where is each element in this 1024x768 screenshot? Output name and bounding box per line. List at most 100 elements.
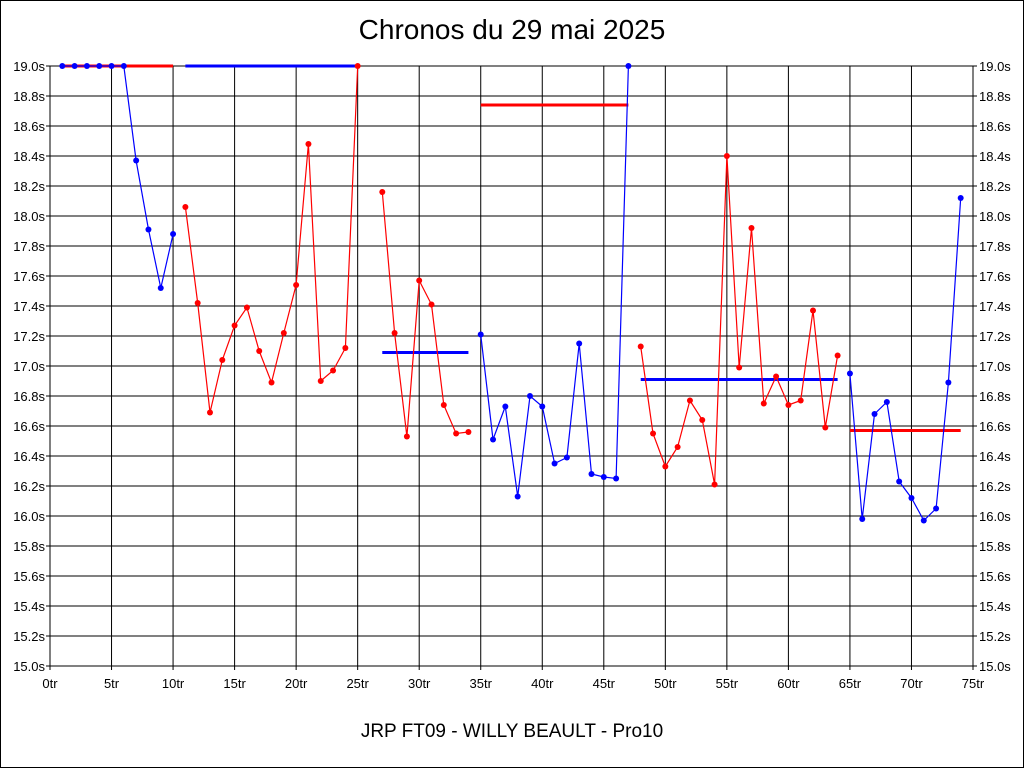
x-tick-label: 75tr — [962, 676, 985, 691]
y-tick-label-right: 17.8s — [979, 239, 1011, 254]
data-point — [650, 430, 657, 437]
data-point — [514, 493, 521, 500]
y-tick-label-right: 18.8s — [979, 89, 1011, 104]
x-tick-label: 70tr — [900, 676, 923, 691]
y-tick-label-right: 16.6s — [979, 419, 1011, 434]
data-point — [539, 403, 546, 410]
y-tick-label-right: 18.4s — [979, 149, 1011, 164]
y-tick-label-left: 17.6s — [13, 269, 45, 284]
x-tick-label: 10tr — [162, 676, 185, 691]
data-point — [748, 225, 755, 231]
y-tick-label-right: 17.0s — [979, 359, 1011, 374]
data-point — [822, 424, 829, 431]
y-tick-label-left: 15.2s — [13, 629, 45, 644]
data-point — [280, 330, 287, 336]
x-tick-label: 40tr — [531, 676, 554, 691]
y-tick-label-right: 16.0s — [979, 509, 1011, 524]
data-point — [945, 379, 952, 386]
y-tick-label-right: 16.4s — [979, 449, 1011, 464]
data-point — [723, 153, 730, 159]
data-point — [686, 397, 693, 404]
y-tick-label-right: 18.0s — [979, 209, 1011, 224]
data-point — [83, 63, 90, 69]
data-point — [182, 204, 189, 210]
x-tick-label: 45tr — [593, 676, 616, 691]
x-tick-label: 25tr — [346, 676, 369, 691]
y-tick-label-left: 15.6s — [13, 569, 45, 584]
y-tick-label-left: 15.0s — [13, 659, 45, 674]
y-tick-label-right: 17.2s — [979, 329, 1011, 344]
y-tick-label-left: 17.0s — [13, 359, 45, 374]
chart-title: Chronos du 29 mai 2025 — [358, 14, 666, 45]
data-point — [243, 304, 250, 311]
data-point — [453, 430, 460, 437]
data-point — [846, 370, 853, 377]
data-point — [896, 478, 903, 485]
data-point — [785, 402, 792, 408]
data-point — [108, 63, 115, 69]
y-tick-label-right: 16.8s — [979, 389, 1011, 404]
y-tick-label-right: 15.4s — [979, 599, 1011, 614]
data-point — [428, 301, 435, 308]
y-tick-label-left: 17.8s — [13, 239, 45, 254]
data-point — [662, 463, 669, 470]
data-point — [416, 277, 423, 284]
data-point — [219, 357, 226, 363]
y-tick-label-right: 15.2s — [979, 629, 1011, 644]
y-tick-label-left: 18.0s — [13, 209, 45, 224]
data-point — [256, 348, 263, 354]
data-point — [674, 444, 681, 450]
data-point — [379, 189, 386, 195]
data-point — [526, 393, 533, 399]
y-tick-label-left: 18.2s — [13, 179, 45, 194]
data-point — [465, 429, 472, 435]
x-tick-label: 50tr — [654, 676, 677, 691]
data-point — [305, 141, 312, 147]
data-point — [551, 460, 558, 467]
data-point — [736, 364, 743, 371]
data-point — [59, 63, 66, 69]
data-point — [957, 195, 964, 201]
data-point — [834, 352, 841, 359]
data-point — [760, 400, 767, 407]
x-tick-label: 15tr — [223, 676, 246, 691]
data-point — [600, 474, 607, 480]
data-point — [96, 63, 103, 69]
y-tick-label-right: 15.0s — [979, 659, 1011, 674]
data-point — [268, 379, 275, 386]
y-tick-label-left: 17.2s — [13, 329, 45, 344]
data-point — [133, 157, 140, 164]
data-point — [330, 367, 337, 374]
data-point — [440, 402, 447, 408]
y-tick-label-left: 16.2s — [13, 479, 45, 494]
x-tick-label: 35tr — [470, 676, 493, 691]
data-point — [120, 63, 127, 69]
data-point — [810, 307, 817, 314]
data-point — [490, 436, 497, 443]
data-point — [871, 411, 878, 417]
y-tick-label-right: 18.6s — [979, 119, 1011, 134]
y-tick-label-right: 16.2s — [979, 479, 1011, 494]
series-line — [849, 197, 962, 522]
data-point — [194, 300, 201, 306]
data-point — [502, 403, 509, 410]
x-tick-label: 0tr — [42, 676, 58, 691]
data-point — [563, 454, 570, 461]
data-point — [157, 285, 164, 291]
y-tick-label-right: 18.2s — [979, 179, 1011, 194]
data-point — [293, 282, 300, 288]
data-point — [231, 322, 238, 329]
data-point — [206, 409, 213, 416]
y-tick-label-left: 19.0s — [13, 59, 45, 74]
series-line — [62, 65, 174, 289]
y-tick-label-right: 19.0s — [979, 59, 1011, 74]
data-point — [403, 433, 410, 440]
y-tick-label-left: 16.4s — [13, 449, 45, 464]
y-tick-label-left: 17.4s — [13, 299, 45, 314]
data-point — [625, 63, 632, 69]
x-tick-label: 20tr — [285, 676, 308, 691]
y-tick-label-left: 16.0s — [13, 509, 45, 524]
data-point — [711, 481, 718, 488]
data-point — [342, 345, 349, 351]
